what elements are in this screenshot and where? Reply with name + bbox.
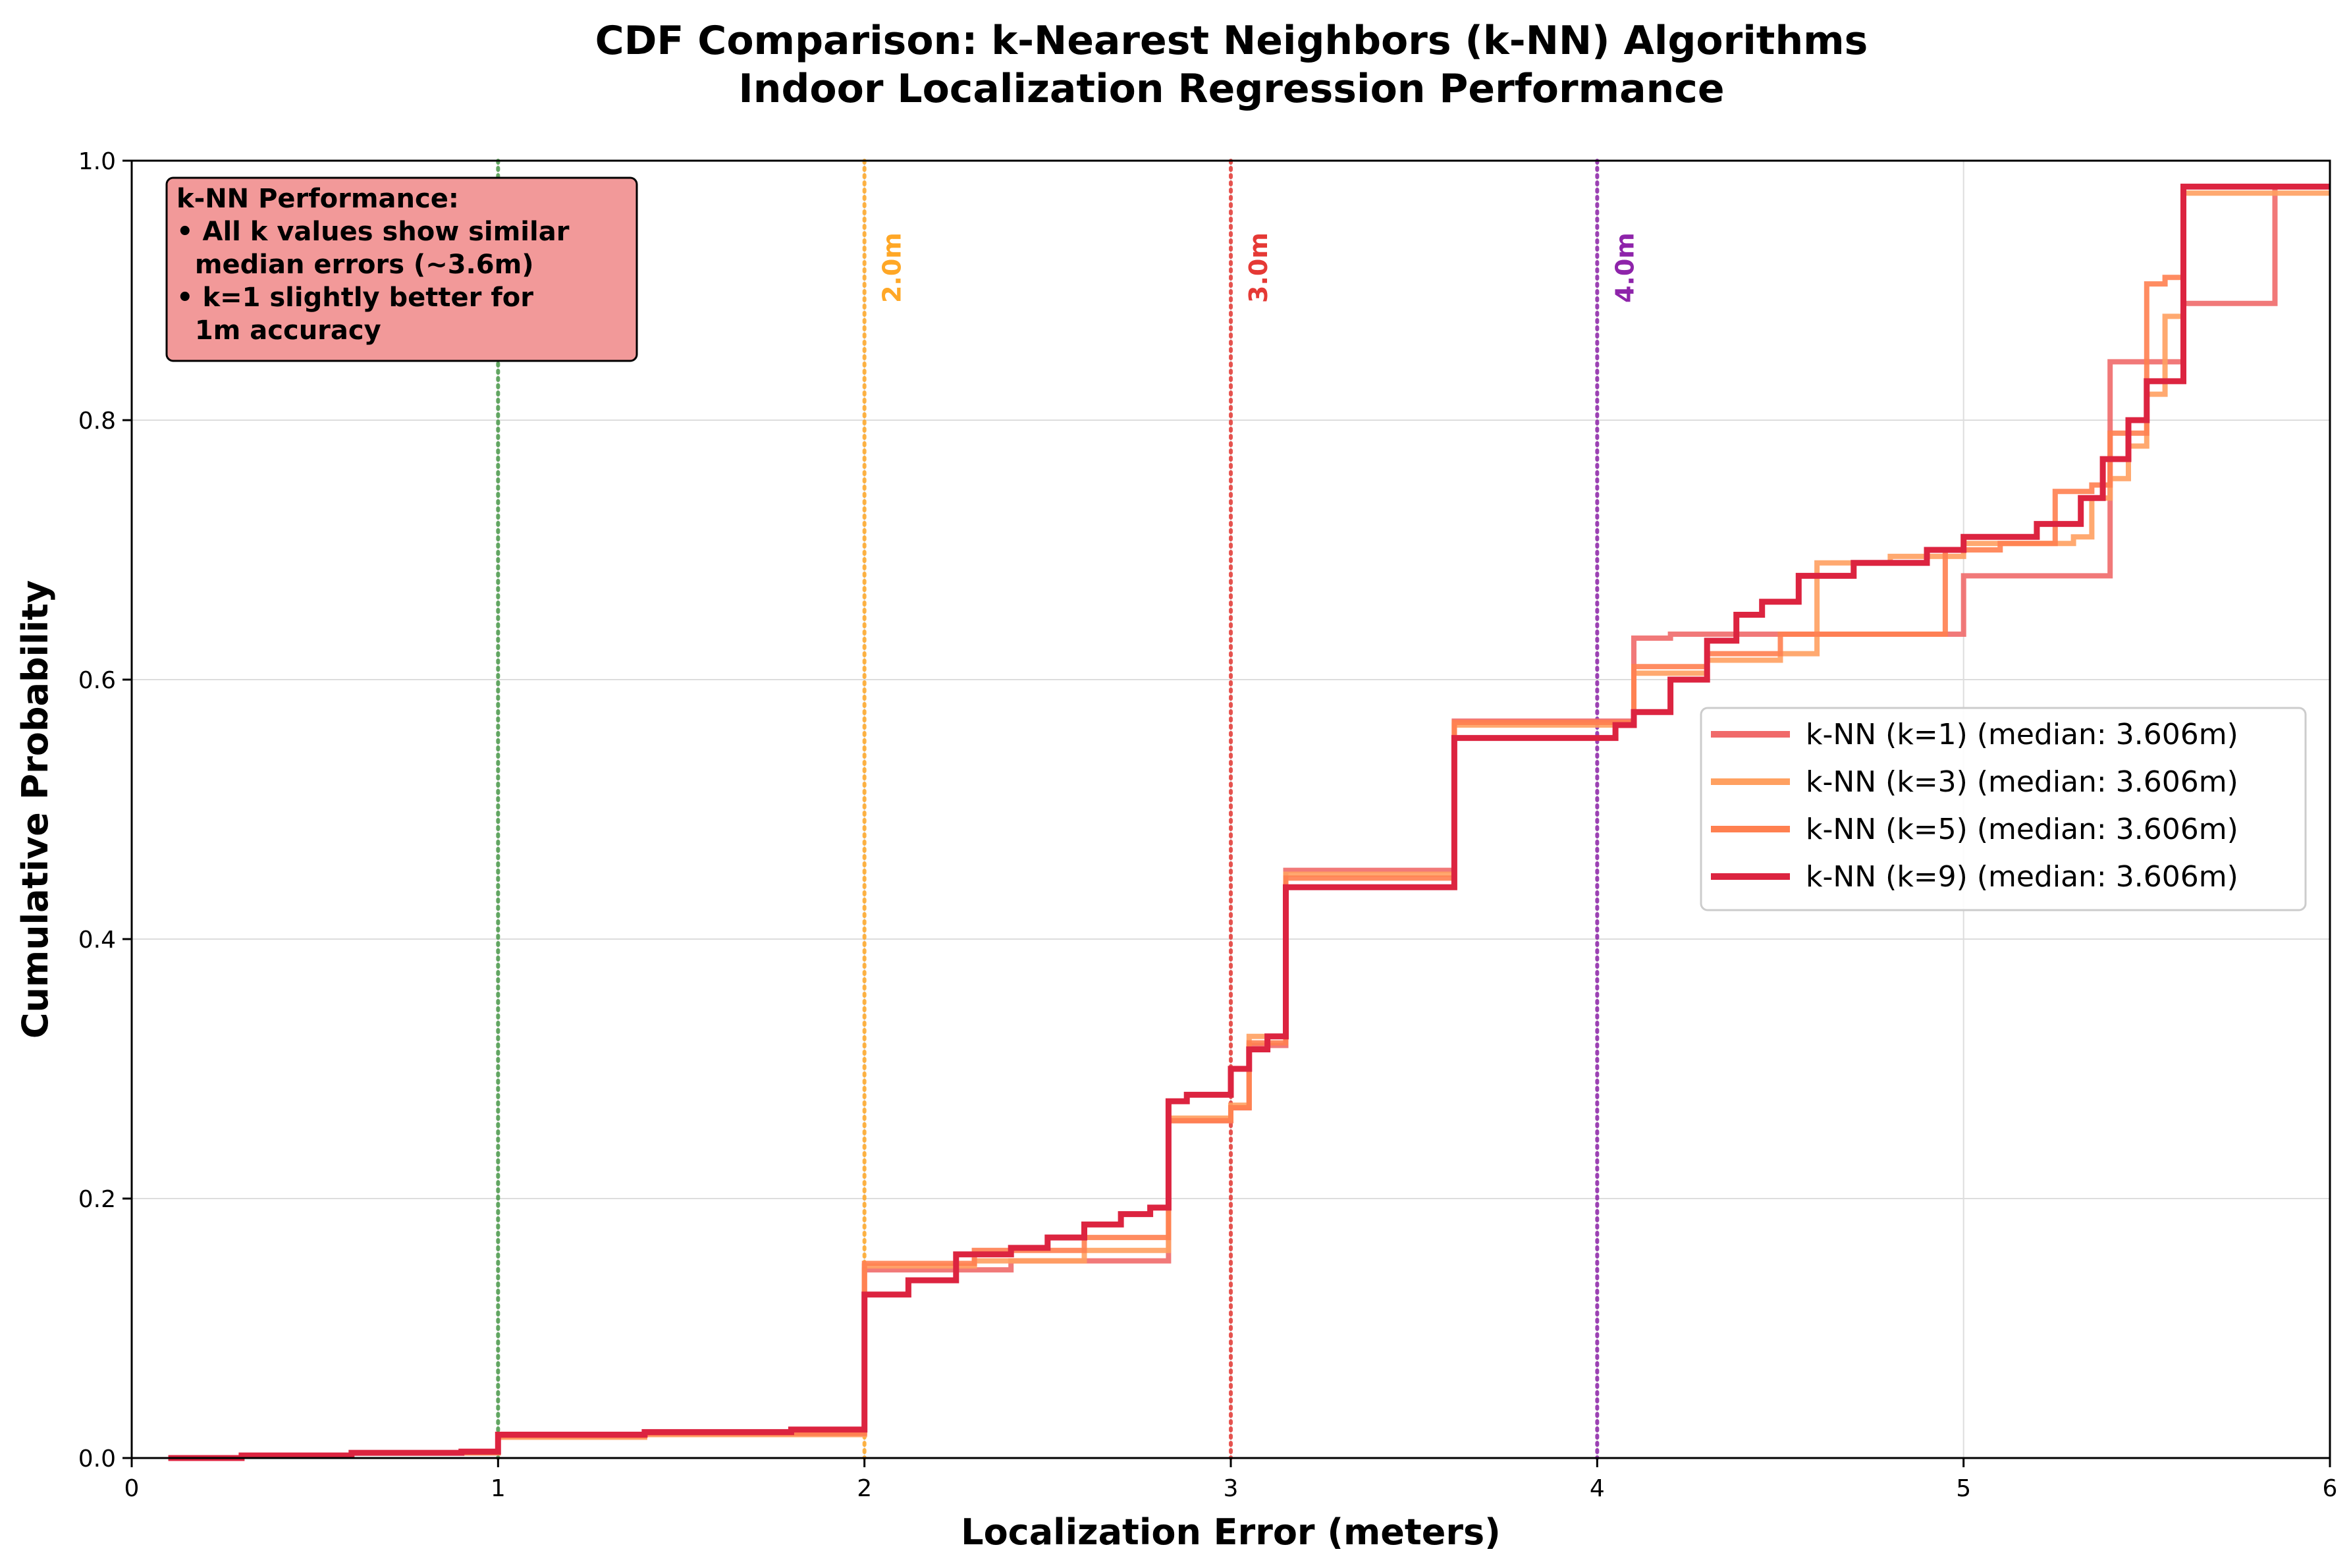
- y-tick-label: 0.8: [78, 408, 116, 435]
- x-tick-label: 5: [1956, 1475, 1971, 1502]
- reference-line-label: 2.0m: [878, 232, 907, 303]
- x-tick-label: 1: [491, 1475, 506, 1502]
- legend-label-k1: k-NN (k=1) (median: 3.606m): [1806, 718, 2238, 751]
- y-tick-label: 0.0: [78, 1446, 116, 1473]
- y-tick-label: 1.0: [78, 148, 116, 175]
- reference-lines: 2.0m 3.0m 4.0m: [496, 159, 1639, 1460]
- reference-line-label: 4.0m: [1610, 232, 1639, 303]
- x-tick-label: 0: [124, 1475, 140, 1502]
- legend-label-k3: k-NN (k=3) (median: 3.606m): [1806, 765, 2238, 799]
- y-tick-label: 0.6: [78, 667, 116, 694]
- legend-frame: [1700, 707, 2307, 911]
- x-axis-label: Localization Error (meters): [961, 1511, 1501, 1553]
- annotation-line-1: k-NN Performance:: [176, 184, 459, 214]
- annotation-line-4: • k=1 slightly better for: [176, 283, 533, 313]
- x-tick-label: 6: [2323, 1475, 2338, 1502]
- chart-title-line-1: CDF Comparison: k-Nearest Neighbors (k-N…: [595, 18, 1868, 64]
- legend: k-NN (k=1) (median: 3.606m) k-NN (k=3) (…: [1700, 707, 2307, 911]
- series-line-3: [168, 183, 2330, 1461]
- legend-label-k9: k-NN (k=9) (median: 3.606m): [1806, 860, 2238, 894]
- annotation-line-5: 1m accuracy: [176, 315, 381, 346]
- y-tick-label: 0.4: [78, 927, 116, 954]
- y-axis-label: Cumulative Probability: [14, 580, 56, 1039]
- axis-ticks: 0 1 2 3 4 5 6 0.0 0.2 0.4 0.6 0.8 1.0: [78, 148, 2338, 1502]
- x-tick-label: 4: [1590, 1475, 1605, 1502]
- legend-label-k5: k-NN (k=5) (median: 3.606m): [1806, 813, 2238, 846]
- annotation-line-2: • All k values show similar: [176, 217, 570, 247]
- series-lines: [168, 183, 2330, 1461]
- annotation-box: k-NN Performance: • All k values show si…: [165, 176, 638, 362]
- annotation-background: [165, 176, 638, 362]
- annotation-line-3: median errors (~3.6m): [176, 250, 534, 280]
- x-tick-label: 3: [1224, 1475, 1239, 1502]
- x-tick-label: 2: [857, 1475, 872, 1502]
- chart-title-line-2: Indoor Localization Regression Performan…: [738, 66, 1724, 112]
- reference-line-label: 3.0m: [1244, 232, 1273, 303]
- y-tick-label: 0.2: [78, 1186, 116, 1213]
